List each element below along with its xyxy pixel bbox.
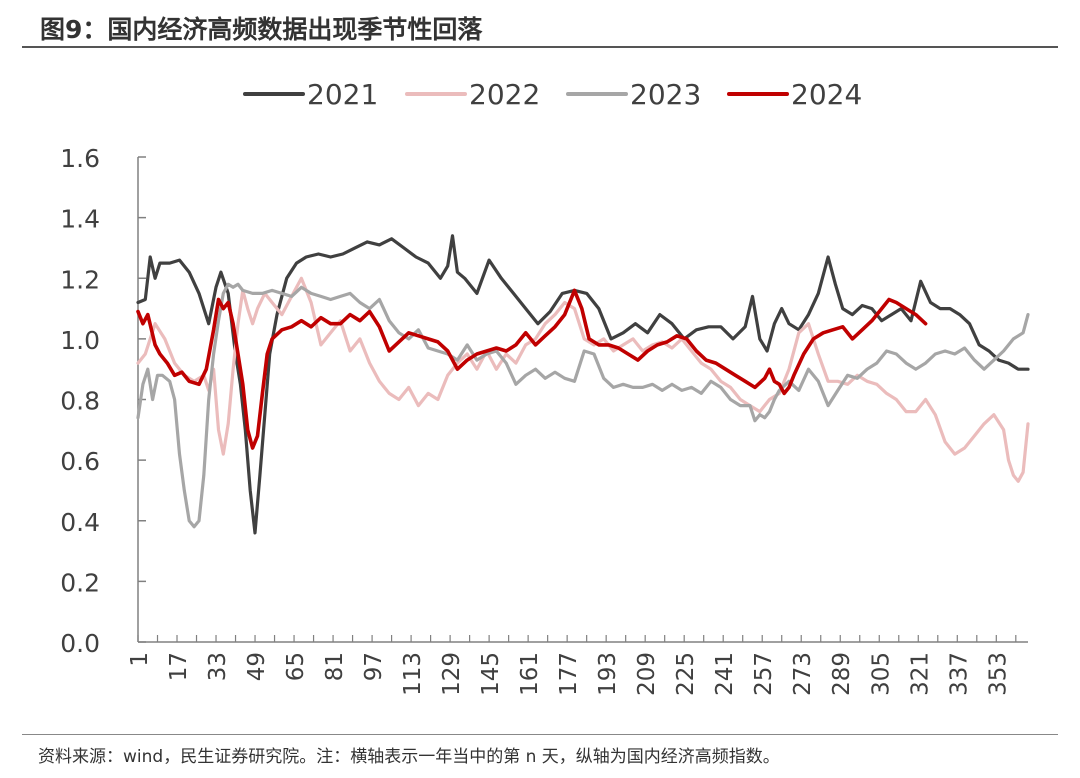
x-tick-label: 97: [361, 652, 387, 681]
series-line-2024: [136, 288, 928, 450]
x-tick-label: 49: [244, 652, 270, 681]
y-tick-label: 0.6: [60, 447, 100, 476]
series-line-2021: [136, 234, 1030, 535]
x-tick-label: 193: [595, 652, 621, 696]
x-tick-label: 225: [673, 652, 699, 696]
y-tick-label: 1.6: [60, 144, 100, 173]
x-tick-label: 65: [283, 652, 309, 681]
y-tick-label: 0.2: [60, 568, 100, 597]
y-tick-label: 1.0: [60, 326, 100, 355]
legend-label: 2022: [469, 78, 540, 111]
source-divider: [22, 734, 1058, 735]
x-tick-label: 273: [790, 652, 816, 696]
y-tick-label: 0.0: [60, 629, 100, 658]
x-tick-label: 337: [946, 652, 972, 696]
x-tick-label: 1: [127, 652, 153, 667]
x-tick-label: 161: [517, 652, 543, 696]
legend: 2021 2022 2023 2024: [243, 78, 862, 111]
x-tick-label: 81: [322, 652, 348, 681]
y-tick-label: 0.4: [60, 508, 100, 537]
x-tick-label: 17: [166, 652, 192, 681]
x-tick-label: 353: [985, 652, 1011, 696]
source-note: 资料来源：wind，民生证券研究院。注：横轴表示一年当中的第 n 天，纵轴为国内…: [38, 747, 780, 767]
y-tick-label: 1.4: [60, 205, 100, 234]
axes: 0.0 0.2 0.4 0.6 0.8 1.0 1.2 1.4 1.6 1 17 33 49 65 81 97…: [60, 144, 1028, 696]
x-tick-label: 113: [400, 652, 426, 696]
series-line-2023: [136, 282, 1030, 529]
x-tick-label: 145: [478, 652, 504, 696]
y-tick-label: 0.8: [60, 387, 100, 416]
x-tick-label: 305: [868, 652, 894, 696]
legend-label: 2023: [630, 78, 701, 111]
x-tick-label: 129: [439, 652, 465, 696]
x-tick-label: 321: [907, 652, 933, 696]
x-tick-label: 209: [634, 652, 660, 696]
x-tick-label: 289: [829, 652, 855, 696]
series-group: [136, 234, 1030, 535]
series-line-2022: [136, 276, 1030, 483]
legend-label: 2021: [307, 78, 378, 111]
title-divider: [22, 46, 1058, 48]
figure-title: 图9：国内经济高频数据出现季节性回落: [40, 15, 483, 44]
legend-label: 2024: [791, 78, 862, 111]
x-tick-label: 177: [556, 652, 582, 696]
x-tick-label: 241: [712, 652, 738, 696]
y-tick-label: 1.2: [60, 265, 100, 294]
x-tick-label: 257: [751, 652, 777, 696]
x-tick-label: 33: [205, 652, 231, 681]
